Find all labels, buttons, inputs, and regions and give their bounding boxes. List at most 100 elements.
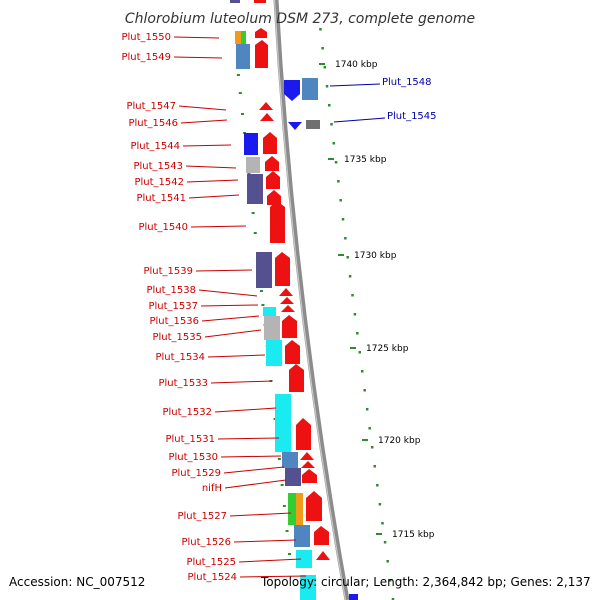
gene-arrow-red-4 (260, 113, 274, 121)
scale-minor-tick (351, 294, 354, 297)
gene-arrow-red-13 (281, 305, 295, 312)
gene-arrow-red-8 (267, 190, 281, 205)
gene-label-plut_1542[interactable]: Plut_1542 (134, 177, 184, 188)
leader-line-plut_1540 (190, 225, 247, 228)
gene-arrow-red-21 (306, 491, 322, 521)
leader-line-plut_1529 (223, 466, 285, 474)
gene-box-slate-1542 (247, 174, 263, 204)
gene-label-plut_1545[interactable]: Plut_1545 (387, 111, 437, 122)
gene-box-cyan-1534 (266, 340, 282, 366)
scale-label: 1740 kbp (335, 60, 378, 70)
scale-label: 1715 kbp (392, 530, 435, 540)
gene-box-darkgray-1545 (306, 120, 320, 129)
gene-arrow-red-16 (289, 364, 304, 392)
scale-label: 1735 kbp (344, 155, 387, 165)
gene-label-plut_1525[interactable]: Plut_1525 (186, 557, 236, 568)
gene-box-steel-1526 (294, 525, 310, 547)
gene-label-plut_1530[interactable]: Plut_1530 (168, 452, 218, 463)
scale-major-tick (328, 158, 334, 160)
scale-minor-tick (360, 370, 364, 373)
gene-arrow-red-19 (301, 461, 315, 468)
gene-label-plut_1531[interactable]: Plut_1531 (165, 434, 215, 445)
gene-label-plut_1537[interactable]: Plut_1537 (148, 301, 198, 312)
leader-line-plut_1538 (198, 289, 258, 297)
leader-line-plut_1550 (173, 36, 220, 39)
gene-label-plut_1536[interactable]: Plut_1536 (149, 316, 199, 327)
leader-line-plut_1525 (238, 558, 302, 563)
gene-arrow-red-15 (285, 340, 300, 364)
gene-label-plut_1532[interactable]: Plut_1532 (162, 407, 212, 418)
left-gene-labels: Plut_1550 Plut_1549 Plut_1547 Plut_1546 Plut… (121, 32, 237, 583)
scale-minor-tick (381, 522, 384, 525)
gene-label-plut_1534[interactable]: Plut_1534 (155, 352, 205, 363)
gene-arrow-red-1 (255, 28, 267, 38)
scale-minor-tick (373, 465, 377, 468)
scale-labels: 1740 kbp 1735 kbp 1730 kbp 1725 kbp 1720 kbp… (319, 60, 435, 540)
scale-label: 1725 kbp (366, 344, 409, 354)
scale-minor-tick (368, 427, 371, 430)
gene-arrow-red-17 (296, 418, 311, 450)
leader-line-plut_1526 (233, 539, 297, 543)
gene-label-plut_1547[interactable]: Plut_1547 (126, 101, 176, 112)
scale-minor-tick (348, 275, 352, 278)
gene-label-plut_1538[interactable]: Plut_1538 (146, 285, 196, 296)
gene-box-green-1527 (288, 493, 296, 525)
gene-label-plut_1527[interactable]: Plut_1527 (177, 511, 227, 522)
gene-label-plut_1544[interactable]: Plut_1544 (130, 141, 180, 152)
figure-title: Chlorobium luteolum DSM 273, complete ge… (125, 11, 475, 27)
gene-label-plut_1548[interactable]: Plut_1548 (382, 77, 432, 88)
inner-tick (251, 212, 255, 214)
scale-minor-tick (376, 484, 379, 487)
scale-minor-tick (378, 503, 382, 506)
gene-arrow-red-9 (270, 201, 285, 243)
gene-label-plut_1524[interactable]: Plut_1524 (187, 572, 237, 583)
gene-label-plut_1529[interactable]: Plut_1529 (171, 468, 221, 479)
right-gene-labels: Plut_1548 Plut_1545 (382, 77, 437, 122)
right-side-genes (284, 78, 358, 600)
leader-line-plut_1537 (200, 304, 259, 307)
inner-tick (282, 505, 286, 507)
gene-box-steel-1550 (236, 44, 250, 69)
leader-line-plut_1524 (239, 575, 307, 578)
scale-label: 1720 kbp (378, 436, 421, 446)
gene-arrow-red-22 (314, 526, 329, 545)
scale-minor-tick (319, 28, 322, 31)
scale-ticks-outer (319, 28, 395, 600)
accession-text: Accession: NC_007512 (9, 575, 145, 589)
gene-arrow-red-6 (265, 156, 279, 171)
gene-box-orange-1527 (296, 493, 303, 525)
reverse-strand-genes (230, 0, 316, 600)
inner-tick (238, 92, 242, 94)
inner-tick (285, 530, 289, 532)
scale-minor-tick (325, 85, 329, 88)
inner-tick (261, 304, 265, 306)
gene-label-plut_1539[interactable]: Plut_1539 (143, 266, 193, 277)
inner-tick (287, 553, 291, 555)
gene-label-plut_1546[interactable]: Plut_1546 (128, 118, 178, 129)
gene-box-cyan-1524 (300, 575, 316, 600)
gene-box-slate-1529 (285, 468, 301, 486)
inner-tick (253, 232, 257, 234)
scale-major-tick (319, 63, 325, 65)
gene-label-plut_1541[interactable]: Plut_1541 (136, 193, 186, 204)
gene-label-plut_1526[interactable]: Plut_1526 (181, 537, 231, 548)
leader-line-nifh (224, 479, 287, 489)
gene-label-plut_1535[interactable]: Plut_1535 (152, 332, 202, 343)
gene-arrow-red-12 (280, 297, 294, 304)
gene-label-plut_1533[interactable]: Plut_1533 (158, 378, 208, 389)
gene-label-plut_1550[interactable]: Plut_1550 (121, 32, 171, 43)
gene-label-plut_1543[interactable]: Plut_1543 (133, 161, 183, 172)
gene-box-green (241, 31, 246, 44)
gene-label-plut_1540[interactable]: Plut_1540 (138, 222, 188, 233)
scale-major-tick (338, 254, 344, 256)
leader-line-plut_1533 (210, 380, 273, 384)
gene-box-cyan-1532 (275, 394, 291, 452)
gene-label-plut_1549[interactable]: Plut_1549 (121, 52, 171, 63)
scale-minor-tick (337, 180, 340, 183)
scale-minor-tick (346, 256, 349, 259)
scale-minor-tick (334, 161, 338, 164)
gene-arrow-red-11 (279, 288, 293, 296)
gene-label-nifh[interactable]: nifH (202, 483, 222, 494)
gene-box-slate-1539 (256, 252, 272, 288)
